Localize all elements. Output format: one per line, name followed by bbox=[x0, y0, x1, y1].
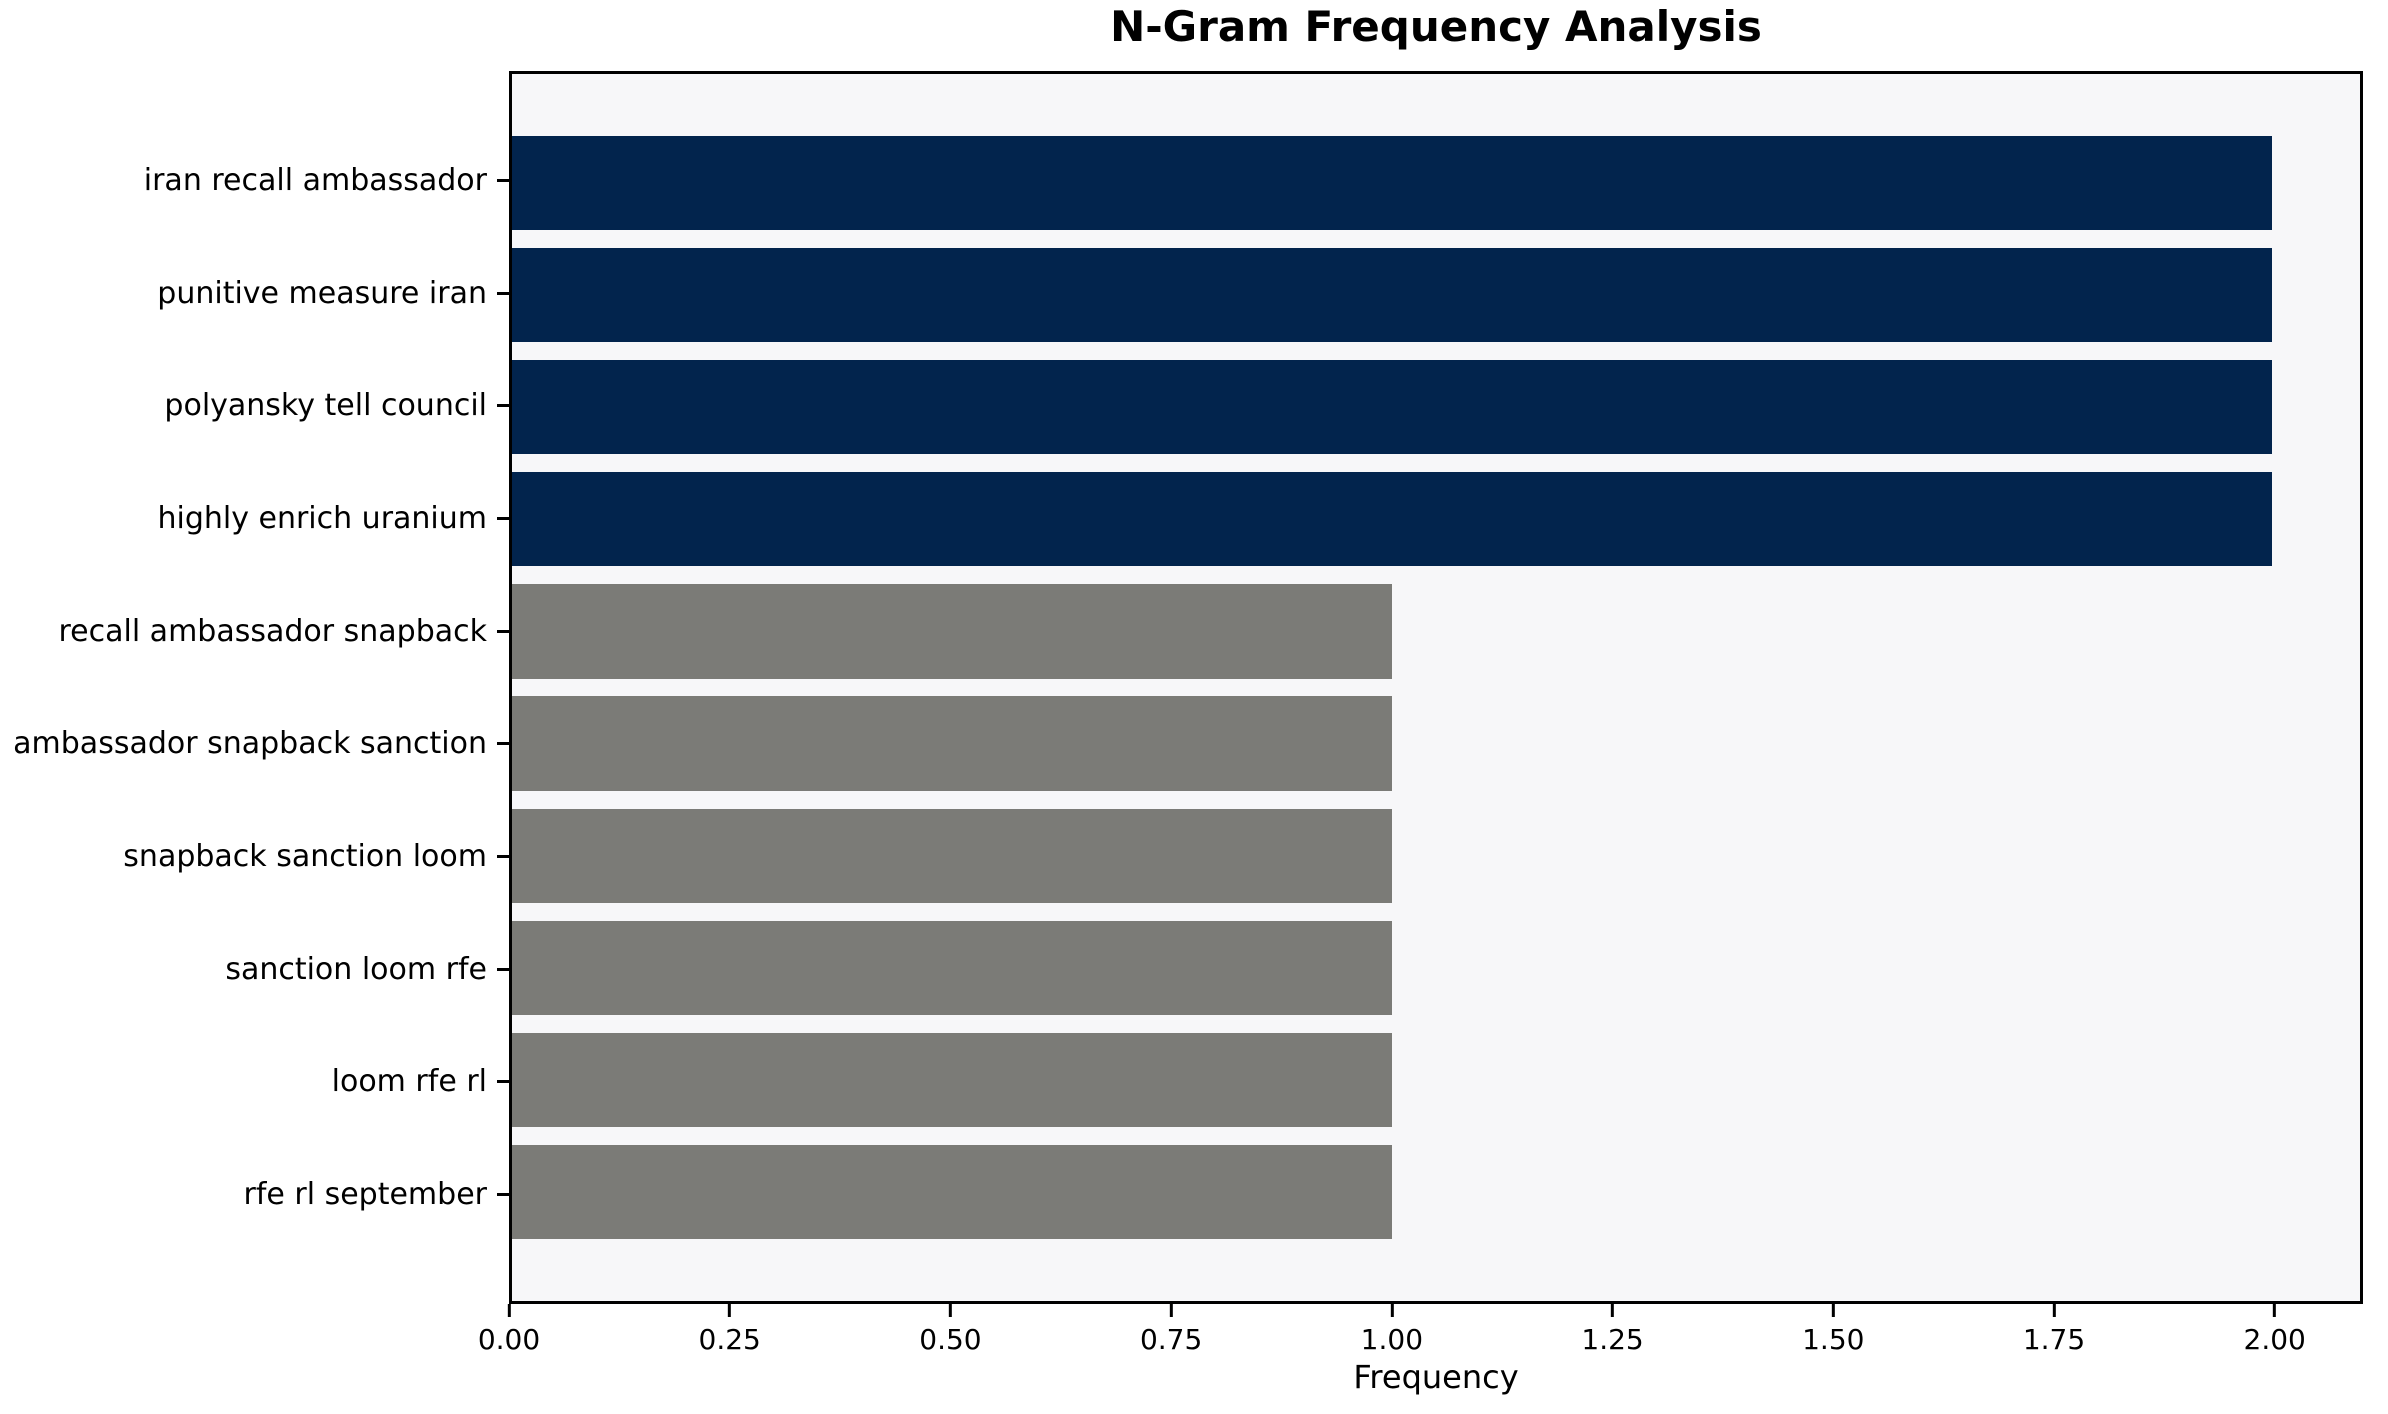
x-tick-label: 1.00 bbox=[1360, 1323, 1424, 1356]
x-tick-label: 0.50 bbox=[919, 1323, 982, 1356]
x-tick-mark bbox=[1169, 1304, 1173, 1317]
y-tick-mark bbox=[497, 1193, 509, 1197]
x-tick-label: 0.75 bbox=[1139, 1323, 1203, 1356]
y-tick-mark bbox=[497, 291, 509, 295]
bar bbox=[512, 920, 1392, 1015]
x-tick-label: 1.25 bbox=[1581, 1323, 1644, 1356]
x-tick-mark bbox=[507, 1304, 511, 1317]
bar-row bbox=[512, 1024, 2360, 1136]
x-tick-mark bbox=[1390, 1304, 1394, 1317]
x-tick-label: 1.75 bbox=[2022, 1323, 2086, 1356]
bar bbox=[512, 808, 1392, 903]
x-tick-label: 0.00 bbox=[477, 1323, 541, 1356]
bar bbox=[512, 584, 1392, 679]
bar bbox=[512, 1032, 1392, 1127]
y-tick-row: snapback sanction loom bbox=[0, 800, 509, 913]
x-tick: 0.00 bbox=[478, 1304, 540, 1356]
x-tick: 1.25 bbox=[1581, 1304, 1644, 1356]
y-tick-label: ambassador snapback sanction bbox=[13, 726, 487, 762]
x-axis-ticks: 0.00 0.25 0.50 0.75 1.00 1.25 1.50 1.75 2.00 bbox=[478, 1304, 2363, 1364]
bars-layer bbox=[512, 74, 2360, 1301]
x-axis-title: Frequency bbox=[1353, 1358, 1519, 1396]
x-tick: 0.75 bbox=[1140, 1304, 1202, 1356]
bar bbox=[512, 472, 2272, 567]
x-tick-mark bbox=[728, 1304, 732, 1317]
x-tick-label: 2.00 bbox=[2243, 1323, 2306, 1356]
x-tick: 0.25 bbox=[699, 1304, 761, 1356]
bar bbox=[512, 696, 1392, 791]
x-tick: 1.50 bbox=[1802, 1304, 1864, 1356]
y-tick-row: rfe rl september bbox=[0, 1138, 509, 1251]
bar bbox=[512, 248, 2272, 343]
bar-row bbox=[512, 463, 2360, 575]
bar-row bbox=[512, 687, 2360, 799]
x-tick: 2.00 bbox=[2244, 1304, 2306, 1356]
bar-row bbox=[512, 575, 2360, 687]
y-tick-label: punitive measure iran bbox=[157, 275, 487, 311]
x-tick: 1.00 bbox=[1361, 1304, 1423, 1356]
y-tick-mark bbox=[497, 178, 509, 182]
y-tick-mark bbox=[497, 742, 509, 746]
bar-row bbox=[512, 1136, 2360, 1248]
y-tick-row: punitive measure iran bbox=[0, 237, 509, 350]
y-tick-mark bbox=[497, 855, 509, 859]
y-tick-label: polyansky tell council bbox=[164, 388, 487, 424]
y-tick-mark bbox=[497, 629, 509, 633]
x-tick-mark bbox=[2273, 1304, 2277, 1317]
bar-row bbox=[512, 127, 2360, 239]
y-tick-mark bbox=[497, 516, 509, 520]
y-axis-labels: iran recall ambassador punitive measure i… bbox=[0, 71, 509, 1304]
y-tick-label: iran recall ambassador bbox=[143, 162, 487, 198]
y-tick-row: recall ambassador snapback bbox=[0, 575, 509, 688]
bar bbox=[512, 1144, 1392, 1239]
bar bbox=[512, 360, 2272, 455]
bar-row bbox=[512, 239, 2360, 351]
x-tick-mark bbox=[2052, 1304, 2056, 1317]
y-tick-label: recall ambassador snapback bbox=[58, 613, 487, 649]
bar bbox=[512, 135, 2272, 231]
x-tick: 1.75 bbox=[2023, 1304, 2085, 1356]
y-tick-row: highly enrich uranium bbox=[0, 462, 509, 575]
y-tick-mark bbox=[497, 404, 509, 408]
y-tick-mark bbox=[497, 967, 509, 971]
y-tick-row: sanction loom rfe bbox=[0, 913, 509, 1026]
x-tick-mark bbox=[948, 1304, 952, 1317]
y-tick-row: polyansky tell council bbox=[0, 349, 509, 462]
x-tick: 0.50 bbox=[919, 1304, 982, 1356]
bar-row bbox=[512, 351, 2360, 463]
chart-title: N-Gram Frequency Analysis bbox=[1110, 2, 1762, 51]
y-tick-label: sanction loom rfe bbox=[225, 951, 487, 987]
bar-row bbox=[512, 912, 2360, 1024]
y-tick-label: snapback sanction loom bbox=[123, 839, 487, 875]
x-tick-label: 1.50 bbox=[1802, 1323, 1865, 1356]
y-tick-label: highly enrich uranium bbox=[157, 500, 487, 536]
x-tick-mark bbox=[1831, 1304, 1835, 1317]
y-tick-row: loom rfe rl bbox=[0, 1026, 509, 1139]
x-tick-label: 0.25 bbox=[698, 1323, 761, 1356]
y-tick-label: loom rfe rl bbox=[331, 1064, 487, 1100]
y-tick-mark bbox=[497, 1080, 509, 1084]
bar-row bbox=[512, 800, 2360, 912]
x-tick-mark bbox=[1611, 1304, 1615, 1317]
plot-area bbox=[509, 71, 2363, 1304]
y-tick-row: ambassador snapback sanction bbox=[0, 688, 509, 801]
y-tick-label: rfe rl september bbox=[243, 1177, 487, 1213]
y-tick-row: iran recall ambassador bbox=[0, 124, 509, 237]
